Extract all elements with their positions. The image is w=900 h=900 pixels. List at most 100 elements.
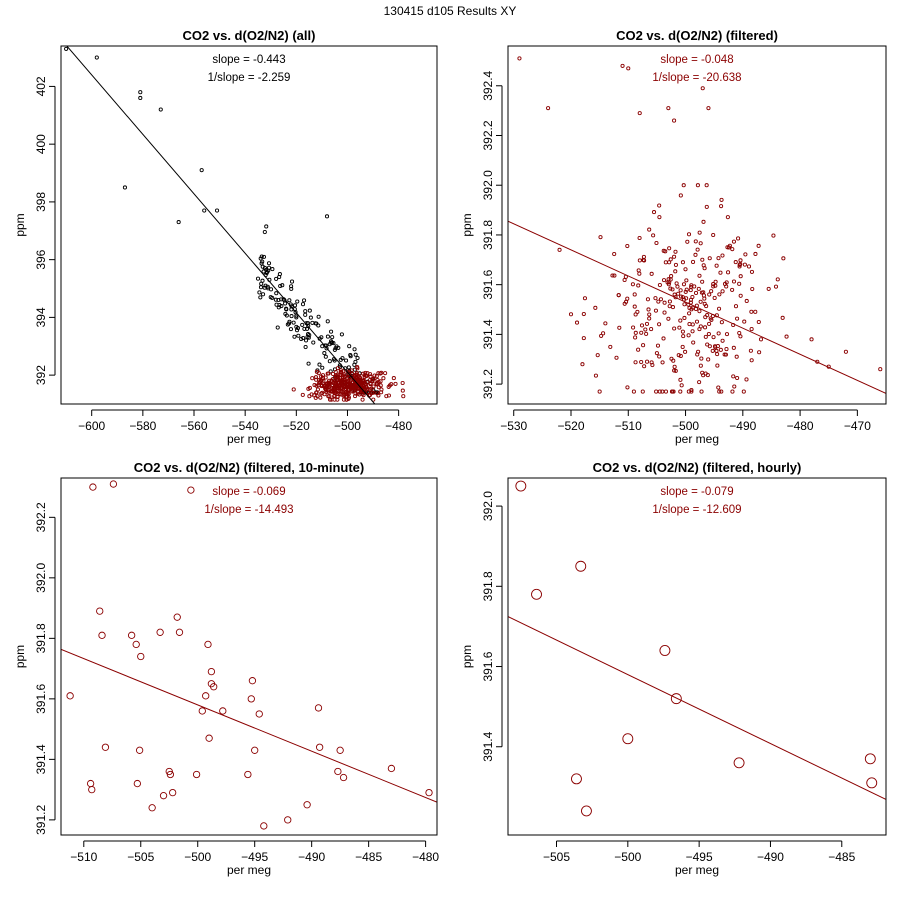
data-point	[640, 389, 645, 394]
data-point	[709, 289, 714, 294]
data-point	[666, 106, 671, 111]
data-point	[657, 354, 662, 359]
data-point	[674, 281, 679, 286]
data-point	[711, 284, 716, 289]
x-tick-label: −495	[686, 850, 713, 864]
data-point	[651, 233, 656, 238]
data-point	[699, 356, 704, 361]
data-point	[749, 327, 754, 332]
x-tick-label: −600	[78, 419, 105, 433]
data-point	[355, 389, 361, 394]
data-point	[678, 377, 683, 382]
slope-annotation: slope = -0.443	[212, 54, 285, 66]
data-point	[683, 267, 688, 272]
chart-title: CO2 vs. d(O2/N2) (filtered, 10-minute)	[134, 460, 364, 475]
data-point	[159, 792, 168, 800]
x-axis-label: per meg	[675, 432, 719, 446]
data-point	[351, 386, 356, 391]
data-point	[352, 347, 357, 352]
data-point	[637, 111, 642, 116]
data-point	[274, 291, 279, 296]
data-point	[325, 384, 330, 389]
data-point	[343, 358, 349, 363]
y-tick-label: 391.8	[34, 623, 48, 653]
data-point	[698, 324, 703, 329]
data-point	[300, 302, 306, 307]
x-tick-label: −560	[180, 419, 207, 433]
data-point	[683, 289, 688, 294]
data-point	[305, 321, 310, 326]
data-point	[156, 628, 164, 636]
data-point	[717, 389, 722, 394]
data-point	[322, 351, 327, 356]
x-tick-label: −480	[787, 419, 814, 433]
data-point	[666, 316, 671, 321]
x-axis: −530 −520 −510 −500 −490 −480 −470 per meg	[500, 409, 871, 446]
data-point	[691, 340, 696, 345]
data-point	[699, 389, 704, 394]
data-point	[695, 183, 700, 188]
y-tick-label: 392.0	[34, 562, 48, 592]
data-point	[698, 299, 703, 304]
data-point	[691, 259, 696, 264]
data-point	[725, 215, 730, 220]
data-point	[345, 390, 350, 395]
data-point	[687, 311, 692, 316]
data-point	[647, 312, 652, 317]
data-point	[731, 345, 736, 350]
data-point	[680, 295, 685, 300]
data-point	[364, 373, 369, 379]
data-point	[632, 292, 637, 297]
data-point	[306, 361, 311, 366]
x-tick-label: −510	[615, 419, 642, 433]
data-point	[690, 294, 695, 300]
x-tick-label: −480	[412, 850, 439, 864]
data-point	[671, 358, 676, 363]
data-point	[304, 326, 310, 331]
data-point	[748, 348, 753, 353]
data-point	[335, 366, 340, 371]
data-point	[335, 375, 341, 380]
data-point	[724, 284, 729, 289]
data-point	[689, 389, 694, 394]
data-point	[251, 746, 259, 754]
data-point	[780, 315, 785, 320]
data-point	[286, 321, 291, 326]
data-point	[666, 277, 671, 282]
data-point	[724, 280, 729, 285]
x-tick-label: −505	[543, 850, 570, 864]
y-axis: 391.2 391.4 391.6 391.8 392.0 392.2 392.4 ppm	[460, 70, 503, 399]
data-point	[738, 274, 743, 279]
data-point	[716, 385, 721, 390]
data-point	[720, 289, 725, 294]
data-point	[307, 308, 312, 313]
data-point	[720, 338, 725, 343]
data-point	[784, 334, 789, 339]
data-point	[657, 215, 662, 220]
data-point	[307, 394, 312, 399]
data-point	[219, 707, 227, 715]
data-point	[260, 822, 268, 830]
data-point	[757, 350, 762, 355]
data-point	[723, 352, 728, 357]
data-point	[214, 208, 220, 213]
data-point	[319, 391, 324, 396]
data-point	[756, 319, 761, 325]
data-point	[622, 733, 634, 745]
data-point	[714, 263, 719, 268]
data-point	[707, 292, 712, 297]
data-point	[809, 337, 814, 342]
data-point	[689, 283, 694, 288]
data-point	[291, 320, 296, 325]
data-point	[266, 261, 272, 266]
data-point	[741, 389, 746, 394]
data-point	[649, 271, 654, 276]
data-point	[204, 640, 212, 649]
data-point	[98, 631, 106, 639]
data-point	[260, 278, 265, 283]
data-point	[280, 283, 285, 288]
data-point	[744, 377, 749, 382]
data-point	[639, 323, 645, 328]
data-point	[732, 384, 737, 389]
y-tick-label: 392.0	[481, 170, 495, 200]
